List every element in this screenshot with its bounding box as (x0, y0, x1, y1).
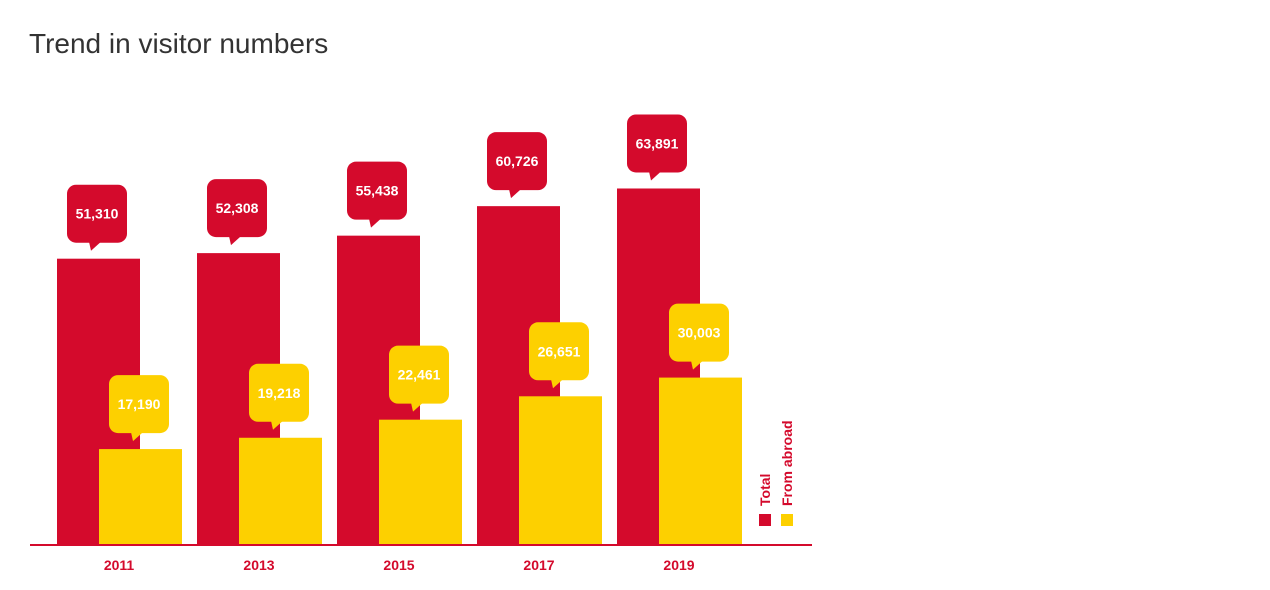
legend-swatch-abroad (781, 514, 793, 526)
callout-abroad-2017 (529, 322, 589, 381)
callout-pointer-total-2015 (369, 218, 381, 228)
bar-abroad-2019 (659, 377, 742, 545)
x-tick-label-2011: 2011 (104, 557, 135, 573)
callout-pointer-abroad-2017 (551, 379, 563, 389)
callout-pointer-abroad-2019 (691, 360, 703, 370)
callout-pointer-total-2011 (89, 241, 101, 251)
bar-abroad-2011 (99, 449, 182, 545)
legend-label-total: Total (757, 474, 773, 506)
data-label-abroad-2019: 30,003 (678, 325, 721, 341)
data-label-total-2017: 60,726 (496, 153, 539, 169)
x-tick-label-2017: 2017 (523, 557, 554, 573)
data-label-total-2015: 55,438 (356, 183, 399, 199)
x-tick-label-2019: 2019 (663, 557, 694, 573)
callout-abroad-2013 (249, 363, 309, 422)
callout-pointer-total-2019 (649, 171, 661, 181)
bar-abroad-2015 (379, 419, 462, 545)
data-label-abroad-2015: 22,461 (398, 367, 441, 383)
data-label-abroad-2011: 17,190 (118, 396, 161, 412)
callout-total-2017 (487, 132, 547, 191)
callout-abroad-2015 (389, 345, 449, 404)
callout-total-2019 (627, 114, 687, 173)
callout-pointer-total-2017 (509, 189, 521, 199)
legend-label-abroad: From abroad (779, 420, 795, 506)
data-label-abroad-2017: 26,651 (538, 343, 581, 359)
data-label-total-2013: 52,308 (216, 200, 259, 216)
page-title: Trend in visitor numbers (29, 28, 329, 59)
callout-pointer-abroad-2015 (411, 402, 423, 412)
callout-abroad-2019 (669, 303, 729, 362)
bar-abroad-2013 (239, 437, 322, 545)
data-label-total-2019: 63,891 (636, 135, 679, 151)
legend-swatch-total (759, 514, 771, 526)
callout-pointer-abroad-2013 (271, 420, 283, 430)
bar-abroad-2017 (519, 396, 602, 545)
callout-pointer-abroad-2011 (131, 432, 143, 442)
x-tick-label-2015: 2015 (383, 557, 414, 573)
x-tick-label-2013: 2013 (243, 557, 274, 573)
data-label-abroad-2013: 19,218 (258, 385, 301, 401)
callout-total-2011 (67, 184, 127, 243)
data-label-total-2011: 51,310 (76, 206, 119, 222)
callout-total-2015 (347, 161, 407, 220)
callout-pointer-total-2013 (229, 236, 241, 246)
callout-abroad-2011 (109, 375, 169, 434)
callout-total-2013 (207, 179, 267, 238)
